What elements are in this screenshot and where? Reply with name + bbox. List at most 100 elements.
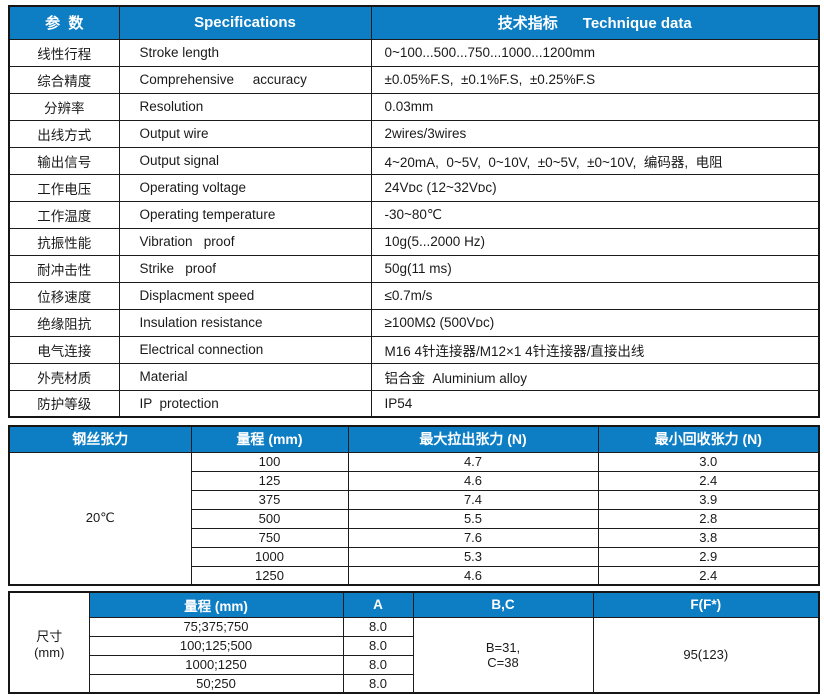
param-cell: 电气连接 [8, 335, 120, 364]
value-cell: 4~20mA, 0~5V, 0~10V, ±0~5V, ±0~10V, 编码器,… [370, 146, 820, 175]
spec-header-row: 参 数 Specifications 技术指标 Technique data [8, 5, 820, 40]
max-pull-cell: 4.6 [347, 470, 599, 491]
tension-header-wire: 钢丝张力 [8, 425, 192, 453]
value-cell: 2wires/3wires [370, 119, 820, 148]
spec-row: 工作温度 Operating temperature -30~80℃ [8, 200, 820, 229]
spec-cell: Output signal [118, 146, 372, 175]
min-retract-cell: 3.0 [597, 451, 820, 472]
spec-cell: Material [118, 362, 372, 391]
dim-range-cell: 75;375;750 [88, 616, 344, 637]
range-cell: 1000 [190, 546, 349, 567]
value-cell: IP54 [370, 389, 820, 418]
dimension-table: 尺寸 (mm) 量程 (mm) A B,C F(F*) 75;375;750 8… [8, 591, 820, 694]
dim-a-cell: 8.0 [342, 673, 414, 694]
max-pull-cell: 7.6 [347, 527, 599, 548]
spec-cell: Stroke length [118, 38, 372, 67]
spec-cell: Strike proof [118, 254, 372, 283]
spec-cell: Insulation resistance [118, 308, 372, 337]
value-cell: 10g(5...2000 Hz) [370, 227, 820, 256]
dimension-header-row: 尺寸 (mm) 量程 (mm) A B,C F(F*) [8, 591, 820, 694]
param-cell: 外壳材质 [8, 362, 120, 391]
dim-a-cell: 8.0 [342, 635, 414, 656]
temperature-label-cell: 20℃ [8, 451, 192, 586]
min-retract-cell: 2.4 [597, 565, 820, 586]
spec-row: 位移速度 Displacment speed ≤0.7m/s [8, 281, 820, 310]
spec-cell: Resolution [118, 92, 372, 121]
dim-bc-cell: B=31, C=38 [412, 616, 594, 694]
spec-row: 综合精度 Comprehensive accuracy ±0.05%F.S, ±0.… [8, 65, 820, 94]
value-cell: 50g(11 ms) [370, 254, 820, 283]
range-cell: 375 [190, 489, 349, 510]
tension-row: 20℃ 100 4.7 3.0 [8, 451, 820, 586]
dim-range-cell: 50;250 [88, 673, 344, 694]
max-pull-cell: 5.5 [347, 508, 599, 529]
range-cell: 500 [190, 508, 349, 529]
spec-row: 抗振性能 Vibration proof 10g(5...2000 Hz) [8, 227, 820, 256]
min-retract-cell: 2.9 [597, 546, 820, 567]
param-cell: 耐冲击性 [8, 254, 120, 283]
spec-row: 输出信号 Output signal 4~20mA, 0~5V, 0~10V, ±0… [8, 146, 820, 175]
value-cell: -30~80℃ [370, 200, 820, 229]
param-cell: 工作温度 [8, 200, 120, 229]
value-cell: 0~100...500...750...1000...1200mm [370, 38, 820, 67]
min-retract-cell: 2.4 [597, 470, 820, 491]
param-cell: 分辨率 [8, 92, 120, 121]
dim-header-range: 量程 (mm) [88, 591, 344, 618]
param-cell: 综合精度 [8, 65, 120, 94]
dim-header-bc: B,C [412, 591, 594, 618]
value-cell: ≥100MΩ (500Vᴅᴄ) [370, 308, 820, 337]
max-pull-cell: 4.6 [347, 565, 599, 586]
dim-header-f: F(F*) [592, 591, 820, 618]
min-retract-cell: 3.8 [597, 527, 820, 548]
param-cell: 抗振性能 [8, 227, 120, 256]
dimension-row: 50;250 8.0 [9, 673, 819, 694]
param-cell: 线性行程 [8, 38, 120, 67]
spec-row: 工作电压 Operating voltage 24Vᴅᴄ (12~32Vᴅᴄ) [8, 173, 820, 202]
dim-f-cell: 95(123) [592, 616, 820, 694]
spec-row: 绝缘阻抗 Insulation resistance ≥100MΩ (500Vᴅᴄ) [8, 308, 820, 337]
spec-row: 分辨率 Resolution 0.03mm [8, 92, 820, 121]
value-cell: ≤0.7m/s [370, 281, 820, 310]
size-label-cell: 尺寸 (mm) [8, 591, 90, 694]
range-cell: 750 [190, 527, 349, 548]
spec-header-spec: Specifications [118, 5, 372, 40]
spec-header-param: 参 数 [8, 5, 120, 40]
spec-row: 线性行程 Stroke length 0~100...500...750...100… [8, 38, 820, 67]
spec-cell: Electrical connection [118, 335, 372, 364]
range-cell: 125 [190, 470, 349, 491]
tension-header-max-pull: 最大拉出张力 (N) [347, 425, 599, 453]
spec-table: 参 数 Specifications 技术指标 Technique data 线… [8, 5, 820, 418]
value-cell: 24Vᴅᴄ (12~32Vᴅᴄ) [370, 173, 820, 202]
spec-cell: Operating temperature [118, 200, 372, 229]
value-cell: ±0.05%F.S, ±0.1%F.S, ±0.25%F.S [370, 65, 820, 94]
param-cell: 工作电压 [8, 173, 120, 202]
spec-row: 出线方式 Output wire 2wires/3wires [8, 119, 820, 148]
value-cell: 0.03mm [370, 92, 820, 121]
dimension-row: 75;375;750 8.0 B=31, C=38 95(123) [9, 616, 820, 694]
dim-a-cell: 8.0 [342, 654, 414, 675]
range-cell: 100 [190, 451, 349, 472]
tension-row: 1250 4.6 2.4 [9, 565, 820, 586]
spec-cell: Displacment speed [118, 281, 372, 310]
param-cell: 出线方式 [8, 119, 120, 148]
tension-row: 1000 5.3 2.9 [9, 546, 820, 567]
tension-header-min-retract: 最小回收张力 (N) [597, 425, 820, 453]
tension-row: 750 7.6 3.8 [9, 527, 820, 548]
param-cell: 位移速度 [8, 281, 120, 310]
tension-table: 钢丝张力 量程 (mm) 最大拉出张力 (N) 最小回收张力 (N) 20℃ 1… [8, 425, 820, 586]
spec-header-tech: 技术指标 Technique data [370, 5, 820, 40]
spec-cell: IP protection [118, 389, 372, 418]
dimension-row: 100;125;500 8.0 [9, 635, 819, 656]
spec-row: 防护等级 IP protection IP54 [8, 389, 820, 418]
range-cell: 1250 [190, 565, 349, 586]
spec-cell: Operating voltage [118, 173, 372, 202]
max-pull-cell: 7.4 [347, 489, 599, 510]
param-cell: 输出信号 [8, 146, 120, 175]
dim-range-cell: 1000;1250 [88, 654, 344, 675]
spec-row: 耐冲击性 Strike proof 50g(11 ms) [8, 254, 820, 283]
max-pull-cell: 5.3 [347, 546, 599, 567]
max-pull-cell: 4.7 [347, 451, 599, 472]
dim-a-cell: 8.0 [342, 616, 414, 637]
min-retract-cell: 3.9 [597, 489, 820, 510]
dimension-row: 1000;1250 8.0 [9, 654, 819, 675]
